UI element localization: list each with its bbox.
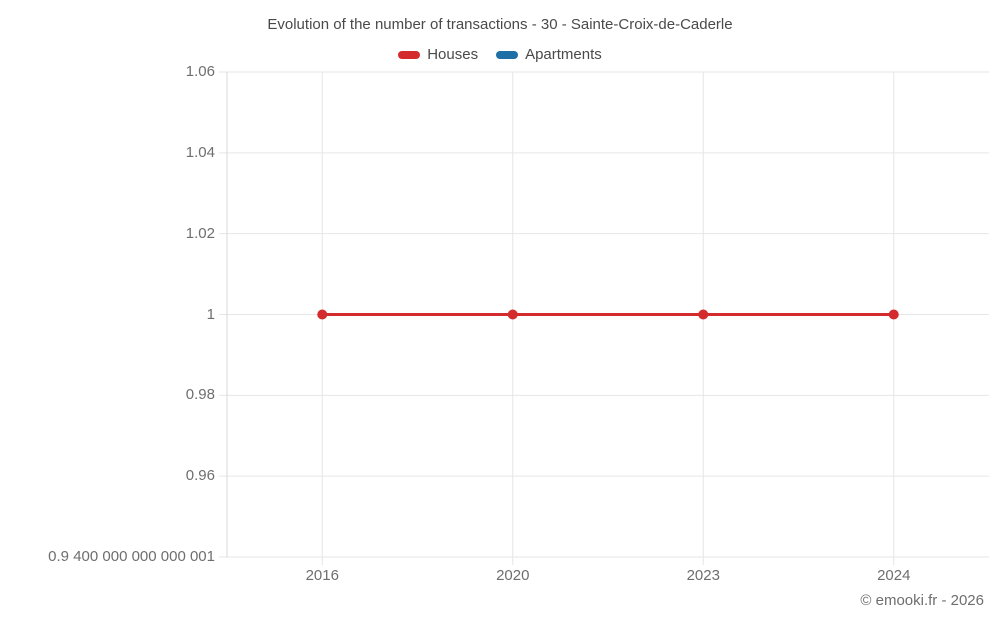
legend: Houses Apartments — [0, 46, 1000, 63]
x-tick-label: 2016 — [305, 567, 339, 584]
legend-item-label: Houses — [427, 46, 479, 63]
x-tick-label: 2024 — [877, 567, 911, 584]
houses-data-point — [507, 309, 518, 320]
houses-data-point — [317, 309, 328, 320]
houses-data-point — [888, 309, 899, 320]
watermark-credit: © emooki.fr - 2026 — [860, 592, 984, 609]
chart-title: Evolution of the number of transactions … — [267, 16, 733, 33]
legend-item-houses[interactable]: Houses — [398, 46, 478, 63]
houses-data-point — [698, 309, 709, 320]
x-tick-label: 2020 — [496, 567, 530, 584]
legend-item-label: Apartments — [525, 46, 602, 63]
x-tick-label: 2023 — [686, 567, 720, 584]
y-tick-label: 1.04 — [185, 143, 215, 161]
legend-item-apartments[interactable]: Apartments — [496, 46, 602, 63]
apartments-legend-swatch-icon — [496, 50, 519, 59]
y-tick-label: 1.02 — [185, 224, 215, 242]
y-tick-label: 0.96 — [185, 467, 215, 485]
houses-legend-swatch-icon — [398, 50, 421, 59]
y-tick-label: 1 — [206, 305, 215, 323]
y-tick-label: 0.9 400 000 000 000 001 — [48, 548, 215, 565]
y-tick-label: 1.06 — [185, 63, 215, 80]
y-tick-label: 0.98 — [185, 386, 215, 404]
